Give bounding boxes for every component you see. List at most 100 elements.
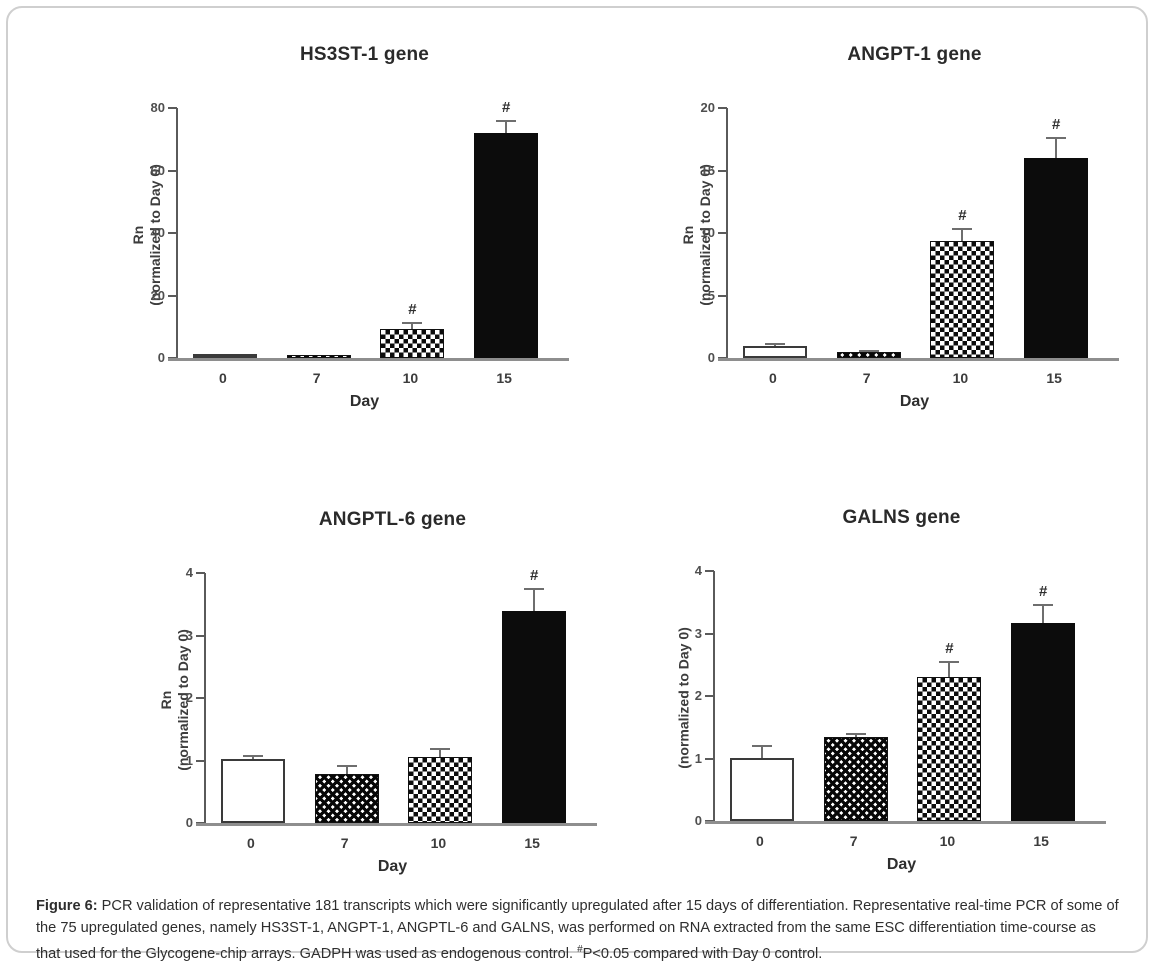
- y-tick-label: 40: [150, 225, 165, 240]
- x-axis-ticks: 0 7 10 15: [204, 826, 581, 854]
- figure-caption-label: Figure 6:: [36, 898, 98, 914]
- bar: [742, 345, 807, 358]
- error-bar-line: [1055, 138, 1058, 158]
- x-axis-ticks: 0 7 10 15: [726, 361, 1103, 389]
- y-tick-label: 4: [694, 563, 702, 578]
- y-axis-tick: [196, 634, 205, 637]
- error-bar-cap: [764, 343, 785, 346]
- error-bar-cap: [858, 349, 879, 352]
- x-tick-label: 0: [246, 835, 255, 851]
- significance-marker: #: [501, 98, 511, 116]
- plot-area: 0 1 2 3 4 # #: [695, 563, 1106, 828]
- y-axis-tick: [705, 820, 714, 822]
- y-tick-label: 3: [694, 625, 702, 641]
- error-bar-cap: [402, 321, 423, 324]
- figure-caption-body: PCR validation of representative 181 tra…: [36, 898, 1119, 963]
- error-bar-line: [411, 322, 414, 329]
- x-tick-label: 10: [402, 370, 419, 386]
- y-tick-label: 60: [150, 162, 165, 178]
- x-tick-label: 15: [524, 835, 540, 851]
- y-axis-tick: [168, 357, 177, 359]
- error-bar-cap: [1046, 137, 1067, 139]
- chart-title: ANGPTL-6 gene: [318, 509, 467, 530]
- significance-marker-note: #: [577, 944, 583, 956]
- x-tick-label: 15: [1033, 833, 1049, 849]
- error-bar-cap: [430, 747, 451, 750]
- x-tick-label: 7: [312, 370, 321, 386]
- y-tick-label: 2: [694, 688, 702, 703]
- y-tick-label: 15: [700, 162, 715, 178]
- bar: [930, 240, 995, 358]
- y-axis-tick: [168, 232, 177, 234]
- error-bar-cap: [1033, 604, 1054, 607]
- y-axis-tick: [718, 357, 727, 359]
- y-axis-tick: [705, 695, 714, 697]
- error-bar-line: [854, 733, 857, 737]
- y-tick-label: 0: [694, 813, 702, 828]
- error-bar-cap: [952, 228, 973, 231]
- y-axis-tick: [196, 759, 205, 762]
- bar: [1024, 158, 1089, 358]
- y-axis-tick: [196, 822, 205, 824]
- y-axis-tick: [705, 757, 714, 760]
- bar: [836, 352, 901, 358]
- chart-title: ANGPT-1 gene: [847, 44, 982, 65]
- bar: [220, 759, 285, 823]
- x-axis-label: Day: [899, 393, 930, 410]
- error-bar-cap: [845, 732, 866, 735]
- bar: [917, 677, 982, 821]
- significance-marker: #: [529, 567, 539, 585]
- y-tick-label: 4: [185, 565, 193, 580]
- y-tick-label: 5: [707, 287, 715, 303]
- x-tick-label: 0: [755, 833, 764, 849]
- x-tick-label: 0: [218, 370, 227, 386]
- plot-area: 0 20 40 60 80 # #: [151, 99, 569, 365]
- bar: [1011, 622, 1076, 821]
- y-tick-label: 0: [157, 350, 165, 365]
- error-bar-line: [439, 748, 442, 758]
- figure-caption: Figure 6: PCR validation of representati…: [36, 896, 1120, 966]
- error-bar-cap: [336, 764, 357, 767]
- bar: [380, 328, 445, 358]
- y-axis-tick: [705, 570, 714, 572]
- bar: [286, 354, 351, 358]
- y-tick-label: 20: [150, 287, 165, 303]
- y-axis-tick: [196, 572, 205, 574]
- error-bar-line: [1042, 605, 1045, 623]
- chart-title: GALNS gene: [842, 507, 961, 528]
- x-tick-label: 15: [1046, 370, 1062, 386]
- y-tick-label: 2: [185, 690, 193, 705]
- bar: [502, 610, 567, 823]
- plot-area: 0 1 2 3 4 #: [186, 565, 597, 830]
- x-tick-label: 7: [862, 370, 871, 386]
- y-axis-tick: [705, 632, 714, 635]
- y-tick-label: 0: [185, 815, 193, 830]
- error-bar-cap: [939, 660, 960, 663]
- y-axis-tick: [718, 232, 727, 234]
- x-axis-ticks: 0 7 10 15: [713, 824, 1090, 852]
- y-tick-label: 3: [185, 627, 193, 643]
- y-tick-label: 1: [185, 752, 193, 768]
- chart-title: HS3ST-1 gene: [299, 44, 430, 65]
- x-tick-label: 15: [496, 370, 512, 386]
- error-bar-line: [251, 756, 254, 760]
- y-tick-label: 10: [700, 225, 715, 240]
- error-bar-line: [760, 746, 763, 758]
- x-tick-label: 10: [939, 833, 956, 849]
- figure-caption-sig-text: P<0.05 compared with Day 0 control.: [582, 946, 823, 963]
- y-axis-tick: [718, 107, 727, 109]
- x-axis-label: Day: [349, 393, 380, 410]
- significance-marker: #: [958, 207, 967, 225]
- error-bar-line: [533, 589, 536, 611]
- significance-marker: #: [945, 639, 954, 657]
- error-bar-cap: [751, 745, 772, 747]
- x-axis-ticks: 0 7 10 15: [176, 361, 553, 389]
- x-axis-label: Day: [886, 856, 917, 873]
- chart-cell-galns: GALNS gene (normalized to Day 0) 0 1 2 3 4 # #…: [655, 507, 1106, 874]
- x-tick-label: 0: [768, 370, 777, 386]
- y-tick-label: 0: [707, 350, 715, 365]
- x-tick-label: 7: [340, 835, 349, 851]
- x-axis-label: Day: [377, 858, 408, 875]
